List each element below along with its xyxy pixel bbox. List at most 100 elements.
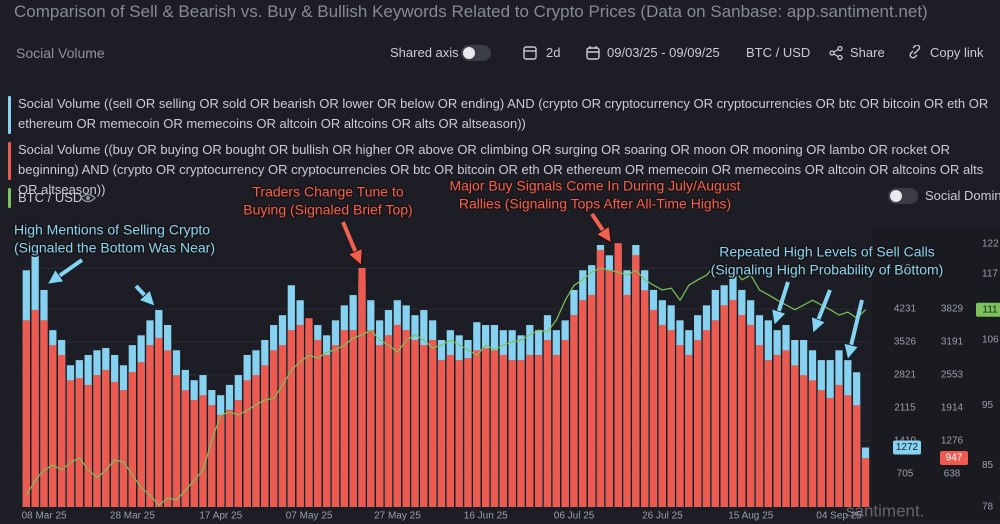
bar bbox=[31, 309, 39, 507]
bar bbox=[261, 365, 269, 507]
bar bbox=[685, 354, 693, 507]
arrow bbox=[52, 258, 84, 281]
shared-axis-label[interactable]: Shared axis bbox=[390, 45, 459, 60]
bar bbox=[393, 324, 401, 507]
bar bbox=[826, 397, 834, 507]
arrow bbox=[849, 299, 864, 354]
value-badge-label: 947 bbox=[946, 453, 963, 464]
bar bbox=[579, 300, 587, 507]
bar bbox=[464, 358, 472, 507]
annotation: Repeated High Levels of Sell Calls bbox=[719, 244, 935, 260]
visibility-icon[interactable] bbox=[80, 191, 96, 205]
bar bbox=[588, 294, 596, 507]
plot: 7051410211528213526423151066381276191425… bbox=[22, 239, 1000, 522]
bar bbox=[702, 330, 711, 507]
bar bbox=[694, 339, 702, 507]
y-tick-label: 3191 bbox=[941, 337, 964, 348]
y-tick-label: 2821 bbox=[894, 370, 917, 381]
y-tick-label: 4231 bbox=[894, 304, 917, 315]
x-tick-label: 07 May 25 bbox=[286, 511, 333, 522]
bar bbox=[58, 354, 66, 507]
bar bbox=[614, 243, 622, 507]
bar bbox=[570, 315, 578, 507]
bar bbox=[420, 345, 428, 507]
interval-icon bbox=[523, 46, 537, 60]
bar bbox=[861, 458, 870, 507]
y-tick-label: 705 bbox=[897, 469, 914, 480]
x-tick-label: 04 Sep 25 bbox=[816, 511, 862, 522]
bar bbox=[367, 330, 375, 507]
arrow bbox=[815, 289, 832, 328]
bar bbox=[738, 315, 746, 507]
copy-link-button[interactable]: Copy link bbox=[930, 45, 984, 60]
bar bbox=[747, 324, 755, 507]
y-tick-label: 106 bbox=[982, 334, 999, 345]
legend-entry[interactable]: Social Volume ((sell OR selling OR sold … bbox=[18, 96, 989, 131]
annotation: Rallies (Signaling Tops After All-Time H… bbox=[459, 196, 731, 212]
bar bbox=[208, 405, 216, 507]
bar bbox=[270, 350, 278, 507]
social-dominance-label[interactable]: Social Domina bbox=[925, 188, 1000, 203]
shared-axis-toggle[interactable] bbox=[460, 44, 492, 62]
bar bbox=[808, 380, 817, 507]
bar bbox=[773, 354, 781, 507]
bar bbox=[623, 294, 631, 507]
bar bbox=[234, 399, 242, 507]
bar bbox=[190, 399, 198, 507]
bar bbox=[66, 380, 75, 507]
bar bbox=[164, 350, 172, 507]
arrow bbox=[134, 284, 151, 302]
bar bbox=[296, 324, 304, 507]
value-badge-label: 111 bbox=[982, 304, 998, 315]
bar bbox=[49, 345, 57, 507]
bar bbox=[508, 360, 516, 507]
date-range[interactable]: 09/03/25 - 09/09/25 bbox=[607, 45, 720, 60]
legend-entry[interactable]: BTC / USD bbox=[18, 190, 83, 205]
x-tick-label: 26 Jul 25 bbox=[642, 511, 683, 522]
bar bbox=[376, 345, 384, 507]
interval[interactable]: 2d bbox=[546, 45, 561, 60]
panel-label: Social Volume bbox=[16, 45, 105, 61]
share-button[interactable]: Share bbox=[850, 45, 885, 60]
social-dominance-toggle[interactable] bbox=[887, 187, 919, 205]
bar bbox=[217, 414, 225, 507]
y-tick-label: 2115 bbox=[894, 403, 916, 414]
annotation: Traders Change Tune to bbox=[252, 184, 403, 200]
bar bbox=[543, 339, 552, 507]
line bbox=[25, 264, 867, 507]
bar bbox=[75, 378, 83, 507]
bar bbox=[411, 339, 419, 507]
chart-title: Comparison of Sell & Bearish vs. Buy & B… bbox=[14, 2, 928, 21]
share-icon bbox=[829, 45, 843, 61]
annotation: (Signaled the Bottom Was Near) bbox=[14, 240, 215, 256]
y-tick-label: 5106 bbox=[894, 263, 917, 274]
bar bbox=[340, 330, 348, 507]
bar bbox=[764, 360, 772, 507]
asset-select[interactable]: BTC / USD bbox=[746, 45, 811, 60]
legend-swatch bbox=[8, 142, 11, 180]
y-tick-label: 2553 bbox=[941, 370, 964, 381]
y-tick-label: 638 bbox=[944, 469, 961, 480]
x-tick-label: 17 Apr 25 bbox=[199, 511, 242, 522]
bar bbox=[137, 362, 145, 507]
annotation: Buying (Signaled Brief Top) bbox=[243, 202, 412, 218]
bar bbox=[93, 375, 101, 507]
bar bbox=[482, 348, 490, 507]
bar bbox=[358, 268, 366, 507]
y-tick-label: 85 bbox=[982, 460, 994, 471]
bar bbox=[314, 339, 322, 507]
value-badge bbox=[976, 302, 1000, 317]
bar bbox=[853, 405, 861, 507]
bar bbox=[552, 354, 560, 507]
bar bbox=[596, 249, 605, 507]
x-tick-label: 28 Mar 25 bbox=[110, 511, 155, 522]
bar bbox=[199, 395, 207, 507]
bar bbox=[641, 290, 649, 507]
annotation: High Mentions of Selling Crypto bbox=[14, 222, 210, 238]
bar bbox=[243, 380, 251, 507]
annotation: (Signaling High Probability of Bottom) bbox=[711, 262, 944, 278]
bar bbox=[561, 339, 569, 507]
legend-entry[interactable]: Social Volume ((buy OR buying OR bought … bbox=[18, 142, 984, 197]
arrows bbox=[50, 212, 864, 354]
bar bbox=[720, 305, 728, 507]
